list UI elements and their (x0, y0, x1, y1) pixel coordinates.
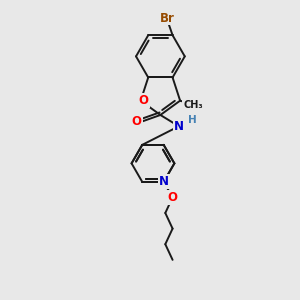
Text: Br: Br (160, 11, 175, 25)
Text: N: N (159, 176, 169, 188)
Text: O: O (139, 94, 149, 107)
Text: CH₃: CH₃ (183, 100, 203, 110)
Text: H: H (188, 115, 197, 125)
Text: N: N (174, 120, 184, 133)
Text: O: O (132, 115, 142, 128)
Text: O: O (168, 191, 178, 204)
